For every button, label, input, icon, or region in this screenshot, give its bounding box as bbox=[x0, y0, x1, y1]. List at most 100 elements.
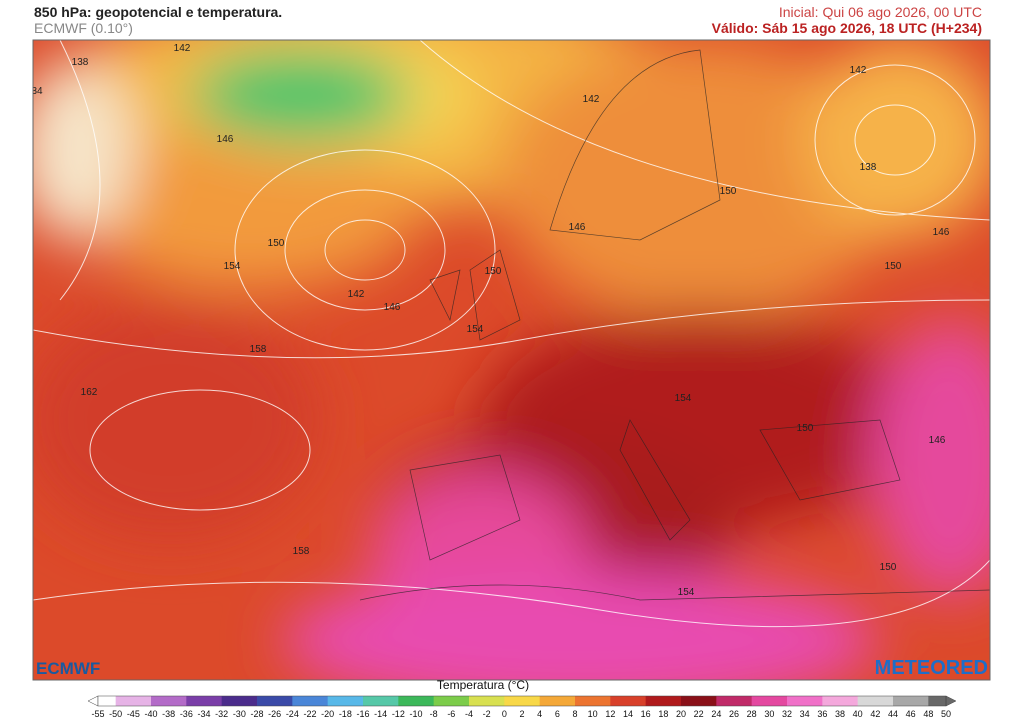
meteored-logo: METEORED bbox=[875, 657, 988, 679]
colorbar-tick-label: -26 bbox=[268, 709, 281, 719]
colorbar-tick-label: 10 bbox=[588, 709, 598, 719]
colorbar-tick-label: 16 bbox=[641, 709, 651, 719]
colorbar-swatch bbox=[380, 696, 399, 706]
colorbar-swatch bbox=[186, 696, 205, 706]
colorbar-end-left bbox=[87, 695, 99, 707]
colorbar-swatch bbox=[345, 696, 364, 706]
contour-label: 154 bbox=[224, 261, 241, 272]
colorbar-tick-label: -40 bbox=[144, 709, 157, 719]
colorbar-swatch bbox=[274, 696, 293, 706]
contour-label: 34 bbox=[31, 86, 43, 97]
colorbar-tick-label: 44 bbox=[888, 709, 898, 719]
colorbar-tick-label: 30 bbox=[764, 709, 774, 719]
colorbar-tick-label: -36 bbox=[180, 709, 193, 719]
colorbar-tick-label: 26 bbox=[729, 709, 739, 719]
geopotential-contours bbox=[33, 40, 990, 628]
contour-label: 150 bbox=[797, 423, 814, 434]
contour-label: 142 bbox=[348, 289, 365, 300]
colorbar-swatch bbox=[751, 696, 770, 706]
model: ECMWF (0.10°) bbox=[34, 20, 133, 36]
colorbar-tick-label: -34 bbox=[197, 709, 210, 719]
colorbar-tick-label: -2 bbox=[483, 709, 491, 719]
initial-time: Inicial: Qui 06 ago 2026, 00 UTC bbox=[778, 4, 982, 20]
contour-label: 154 bbox=[675, 393, 692, 404]
colorbar-tick-label: -18 bbox=[339, 709, 352, 719]
contour-label: 150 bbox=[268, 238, 285, 249]
contour-label: 138 bbox=[72, 57, 89, 68]
colorbar-tick-label: 22 bbox=[694, 709, 704, 719]
colorbar-tick-label: -16 bbox=[356, 709, 369, 719]
colorbar-swatch bbox=[416, 696, 435, 706]
colorbar-tick-label: 12 bbox=[605, 709, 615, 719]
colorbar-tick-label: 14 bbox=[623, 709, 633, 719]
colorbar-tick-label: 36 bbox=[817, 709, 827, 719]
colorbar-swatch bbox=[151, 696, 170, 706]
colorbar-swatch bbox=[115, 696, 134, 706]
colorbar-swatch bbox=[504, 696, 523, 706]
colorbar-swatch bbox=[539, 696, 558, 706]
colorbar-swatch bbox=[787, 696, 806, 706]
colorbar-swatch bbox=[433, 696, 452, 706]
colorbar-swatch bbox=[610, 696, 629, 706]
colorbar-tick-label: -32 bbox=[215, 709, 228, 719]
colorbar-swatch bbox=[645, 696, 664, 706]
colorbar-tick-label: 18 bbox=[658, 709, 668, 719]
colorbar-tick-label: 40 bbox=[853, 709, 863, 719]
colorbar-frame bbox=[97, 695, 947, 707]
colorbar-end-right bbox=[945, 695, 957, 707]
temperature-field: 142 138 34 146 150 154 142 146 150 154 158 162 158 14… bbox=[31, 40, 990, 680]
valid-time: Válido: Sáb 15 ago 2026, 18 UTC (H+234) bbox=[711, 20, 982, 36]
colorbar-swatch bbox=[292, 696, 311, 706]
colorbar-swatch bbox=[575, 696, 594, 706]
colorbar-swatch bbox=[221, 696, 240, 706]
contour-label: 150 bbox=[720, 186, 737, 197]
colorbar-swatch bbox=[804, 696, 823, 706]
colorbar-swatch bbox=[663, 696, 682, 706]
map-frame bbox=[32, 39, 991, 681]
colorbar-swatch bbox=[522, 696, 541, 706]
colorbar-swatch bbox=[204, 696, 223, 706]
contour-label: 138 bbox=[860, 162, 877, 173]
colorbar-swatch bbox=[257, 696, 276, 706]
colorbar-swatch bbox=[592, 696, 611, 706]
colorbar-swatch bbox=[168, 696, 187, 706]
contour-label: 142 bbox=[174, 43, 191, 54]
contour-label: 154 bbox=[467, 324, 484, 335]
colorbar-swatch bbox=[239, 696, 258, 706]
colorbar-swatch bbox=[681, 696, 700, 706]
colorbar-swatch bbox=[716, 696, 735, 706]
colorbar-tick-label: 2 bbox=[519, 709, 524, 719]
colorbar-swatch bbox=[451, 696, 470, 706]
colorbar-swatch bbox=[133, 696, 152, 706]
colorbar-tick-label: -22 bbox=[303, 709, 316, 719]
colorbar-swatch bbox=[398, 696, 417, 706]
contour-label: 142 bbox=[850, 65, 867, 76]
colorbar-tick-label: -28 bbox=[250, 709, 263, 719]
colorbar-swatch bbox=[840, 696, 859, 706]
colorbar-swatch bbox=[327, 696, 346, 706]
colorbar-tick-label: 8 bbox=[572, 709, 577, 719]
contour-label: 158 bbox=[293, 546, 310, 557]
colorbar-tick-label: -50 bbox=[109, 709, 122, 719]
contour-label: 150 bbox=[880, 562, 897, 573]
contour-label: 162 bbox=[81, 387, 98, 398]
colorbar-tick-label: 50 bbox=[941, 709, 951, 719]
colorbar-tick-label: -38 bbox=[162, 709, 175, 719]
colorbar-swatch bbox=[928, 696, 947, 706]
colorbar-swatch bbox=[310, 696, 329, 706]
colorbar-swatch bbox=[486, 696, 505, 706]
colorbar-tick-label: 20 bbox=[676, 709, 686, 719]
contour-label: 142 bbox=[583, 94, 600, 105]
colorbar-tick-label: 38 bbox=[835, 709, 845, 719]
title: 850 hPa: geopotencial e temperatura. bbox=[34, 4, 283, 20]
coastlines bbox=[359, 49, 990, 601]
contour-label: 158 bbox=[250, 344, 267, 355]
colorbar-tick-label: -14 bbox=[374, 709, 387, 719]
colorbar-tick-label: -24 bbox=[286, 709, 299, 719]
colorbar-tick-label: -4 bbox=[465, 709, 473, 719]
colorbar-tick-label: 0 bbox=[502, 709, 507, 719]
colorbar-tick-label: 32 bbox=[782, 709, 792, 719]
colorbar-swatch bbox=[769, 696, 788, 706]
